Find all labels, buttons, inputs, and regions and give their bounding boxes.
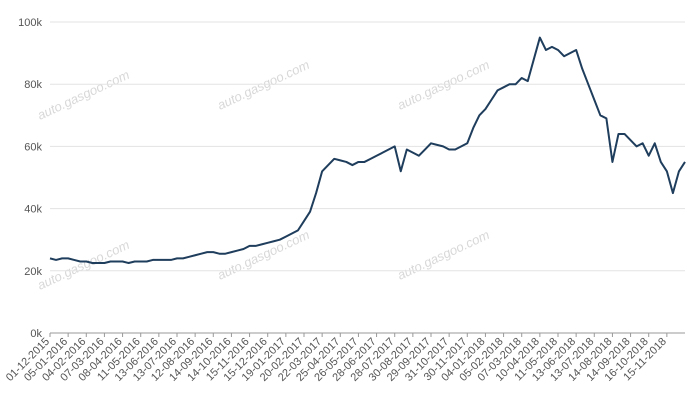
y-tick-label: 60k: [24, 141, 42, 153]
line: [49, 36, 686, 265]
watermark: auto.gasgoo.com: [215, 57, 312, 113]
watermark: auto.gasgoo.com: [395, 57, 492, 113]
y-tick-label: 20k: [24, 266, 42, 278]
watermark: auto.gasgoo.com: [395, 227, 492, 283]
y-tick-label: 100k: [18, 17, 42, 29]
y-tick-label: 80k: [24, 79, 42, 91]
y-tick-label: 0k: [30, 328, 42, 340]
watermark: auto.gasgoo.com: [35, 237, 132, 293]
watermark: auto.gasgoo.com: [215, 227, 312, 283]
y-tick-label: 40k: [24, 204, 42, 216]
watermark: auto.gasgoo.com: [35, 67, 132, 123]
